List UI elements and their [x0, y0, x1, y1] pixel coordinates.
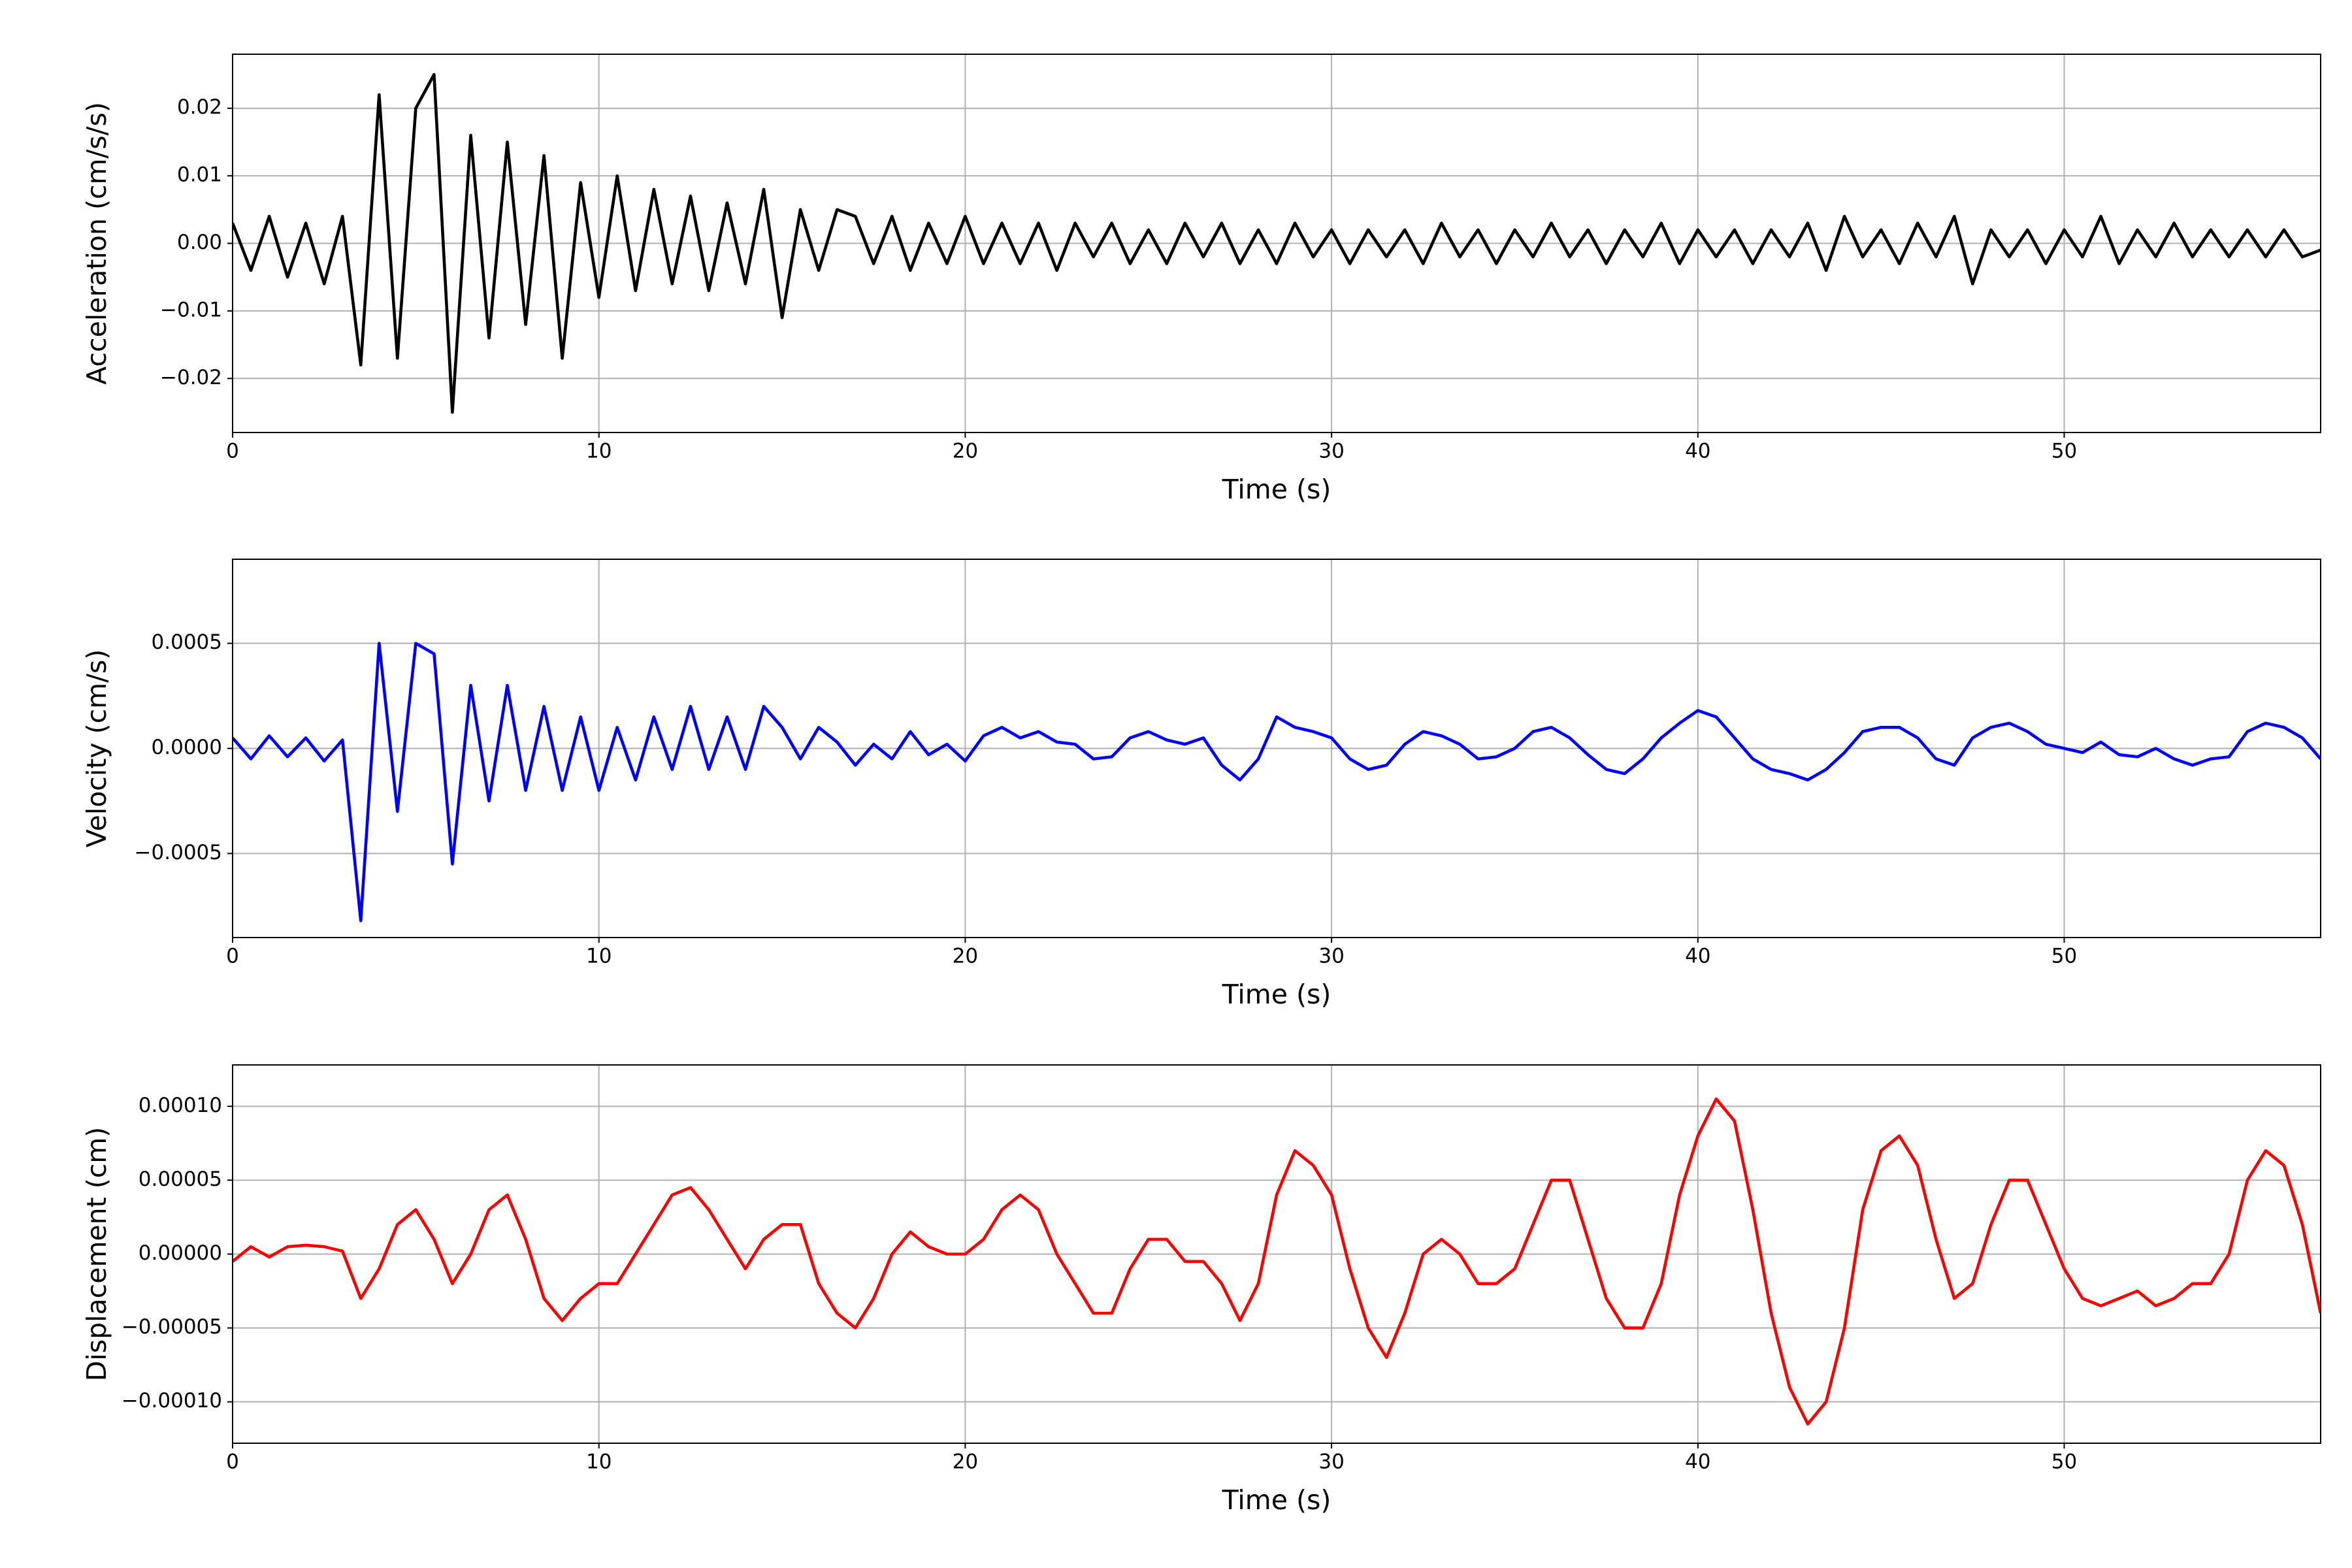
x-axis-label: Time (s): [1222, 474, 1331, 505]
data-line: [233, 642, 2321, 923]
y-tick-label: 0.01: [177, 163, 222, 187]
axes-frame: [232, 1064, 2321, 1444]
y-axis-label: Acceleration (cm/s/s): [81, 102, 112, 385]
y-axis-label: Velocity (cm/s): [81, 649, 112, 848]
subplot: 0 10 20 30 40 50 −0.0005 0.0000 0.0005 Time (s) Ve…: [81, 559, 2321, 1010]
x-tick-label: 30: [1318, 440, 1344, 463]
x-tick-label: 40: [1685, 945, 1710, 968]
y-tick-label: 0.00005: [139, 1168, 222, 1191]
x-tick-label: 50: [2051, 440, 2077, 463]
x-tick-label: 30: [1318, 945, 1344, 968]
x-axis-label: Time (s): [1222, 979, 1331, 1010]
x-tick-label: 50: [2051, 945, 2077, 968]
x-tick-label: 20: [953, 440, 978, 463]
x-tick-label: 20: [953, 945, 978, 968]
axes-frame: [232, 559, 2321, 938]
y-tick-label: −0.0005: [135, 841, 222, 864]
y-tick-label: 0.02: [177, 95, 222, 119]
data-line: [233, 1097, 2321, 1426]
y-tick-label: 0.00000: [139, 1241, 222, 1265]
y-tick-label: −0.00010: [122, 1389, 222, 1413]
x-tick-label: 10: [586, 945, 612, 968]
x-tick-label: 0: [226, 1450, 239, 1474]
y-axis-label: Displacement (cm): [81, 1127, 112, 1381]
x-tick-label: 10: [586, 1450, 612, 1474]
y-tick-label: −0.02: [160, 366, 222, 389]
x-tick-label: 50: [2051, 1450, 2077, 1474]
x-axis-label: Time (s): [1222, 1484, 1331, 1516]
subplot: 0 10 20 30 40 50 −0.02 −0.01 0.00 0.01 0.02 Time (s…: [81, 54, 2321, 505]
x-tick-label: 0: [226, 440, 239, 463]
axes-frame: [232, 54, 2321, 433]
x-tick-label: 40: [1685, 1450, 1710, 1474]
y-tick-label: 0.0005: [152, 630, 222, 654]
x-tick-label: 0: [226, 945, 239, 968]
x-tick-label: 20: [953, 1450, 978, 1474]
subplot: 0 10 20 30 40 50 −0.00010 −0.00005 0.00000 0.0000…: [81, 1064, 2321, 1516]
x-tick-label: 30: [1318, 1450, 1344, 1474]
data-line: [233, 73, 2321, 414]
y-tick-label: −0.01: [160, 298, 222, 321]
y-tick-label: −0.00005: [122, 1315, 222, 1339]
y-tick-label: 0.00010: [139, 1094, 222, 1117]
x-tick-label: 10: [586, 440, 612, 463]
y-tick-label: 0.0000: [152, 736, 222, 759]
x-tick-label: 40: [1685, 440, 1710, 463]
y-tick-label: 0.00: [177, 231, 222, 254]
